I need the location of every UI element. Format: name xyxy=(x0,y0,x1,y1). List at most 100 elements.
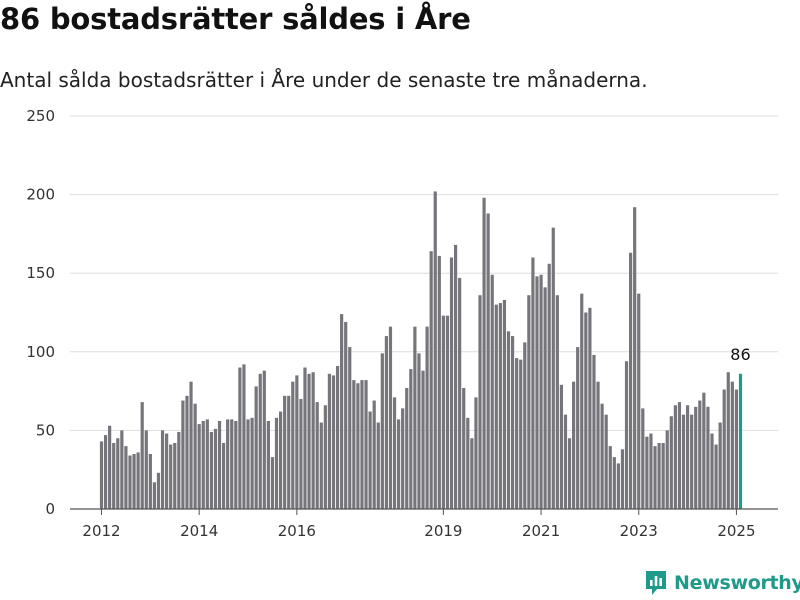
bar xyxy=(515,358,519,509)
bar xyxy=(238,367,242,509)
bar xyxy=(388,326,393,509)
bar xyxy=(531,257,535,509)
bar xyxy=(519,359,523,509)
bar xyxy=(152,482,157,509)
bar xyxy=(584,312,588,509)
bar xyxy=(352,380,356,509)
bar xyxy=(291,381,295,509)
bar xyxy=(108,425,112,509)
bar xyxy=(462,387,466,509)
bar xyxy=(124,446,128,509)
bar xyxy=(136,452,140,509)
bar xyxy=(201,420,205,509)
bar xyxy=(694,406,698,509)
bar xyxy=(205,419,209,509)
chart-subtitle: Antal sålda bostadsrätter i Åre under de… xyxy=(0,68,648,92)
bar xyxy=(698,400,702,509)
bar xyxy=(250,417,254,509)
bar xyxy=(441,315,445,509)
bar xyxy=(539,274,543,509)
bar xyxy=(502,299,507,509)
x-axis xyxy=(70,508,778,515)
bar xyxy=(535,276,539,509)
bar xyxy=(641,408,645,509)
bar xyxy=(490,274,494,509)
bar xyxy=(567,438,572,509)
bar xyxy=(494,304,498,509)
bar xyxy=(576,347,580,509)
bar xyxy=(523,342,527,509)
bar xyxy=(506,331,511,509)
data-label: 86 xyxy=(730,345,750,364)
bar xyxy=(433,191,437,509)
bar xyxy=(486,213,490,510)
bar xyxy=(222,442,226,509)
bar xyxy=(734,389,739,509)
bar xyxy=(209,431,213,509)
bar xyxy=(303,367,307,509)
bar xyxy=(99,441,104,509)
bar xyxy=(645,436,649,509)
x-tick-label: 2023 xyxy=(620,522,658,540)
bar xyxy=(637,293,641,509)
y-tick-label: 150 xyxy=(26,264,55,282)
bars xyxy=(99,191,743,510)
bar xyxy=(653,446,657,509)
bar xyxy=(160,430,165,509)
bar xyxy=(710,433,714,509)
bar xyxy=(543,287,547,509)
bar xyxy=(718,422,722,509)
bar xyxy=(592,354,596,509)
bar xyxy=(258,373,262,509)
bar xyxy=(449,257,454,509)
bar xyxy=(185,395,189,509)
bar xyxy=(266,420,270,509)
bar xyxy=(397,419,401,509)
bar xyxy=(246,419,250,509)
bar xyxy=(213,428,218,509)
bar xyxy=(458,277,462,509)
bar xyxy=(453,244,458,510)
bar xyxy=(120,430,124,509)
bar xyxy=(364,380,368,509)
bar xyxy=(657,442,661,509)
bar xyxy=(527,295,531,509)
y-tick-label: 100 xyxy=(26,343,55,361)
bar xyxy=(226,419,230,509)
bar xyxy=(681,414,686,509)
bar xyxy=(677,402,682,509)
bar xyxy=(348,347,352,509)
bar xyxy=(372,400,376,509)
bar xyxy=(380,353,384,509)
bar xyxy=(181,400,185,509)
x-tick-label: 2014 xyxy=(180,522,218,540)
brand-name: Newsworthy xyxy=(674,572,800,594)
y-tick-label: 0 xyxy=(45,500,55,518)
y-tick-label: 250 xyxy=(26,107,55,125)
bar xyxy=(376,422,380,509)
bar xyxy=(368,411,372,509)
bar xyxy=(307,373,311,509)
bar xyxy=(673,405,677,509)
bar xyxy=(665,430,669,509)
bar xyxy=(730,381,734,509)
bar xyxy=(510,336,515,509)
bar xyxy=(262,370,266,509)
bar xyxy=(702,392,706,509)
bar xyxy=(616,463,620,509)
bar xyxy=(555,295,559,509)
bar xyxy=(230,419,234,509)
bar xyxy=(173,442,177,509)
bar xyxy=(112,442,116,509)
bar xyxy=(478,295,482,509)
bar xyxy=(148,453,152,509)
bar xyxy=(103,435,108,509)
bar xyxy=(315,402,319,509)
bar xyxy=(559,384,564,509)
bar xyxy=(629,252,633,509)
bar xyxy=(661,442,665,509)
bar xyxy=(474,397,478,509)
bar xyxy=(197,424,201,509)
bar xyxy=(156,472,161,509)
bar xyxy=(405,387,409,509)
